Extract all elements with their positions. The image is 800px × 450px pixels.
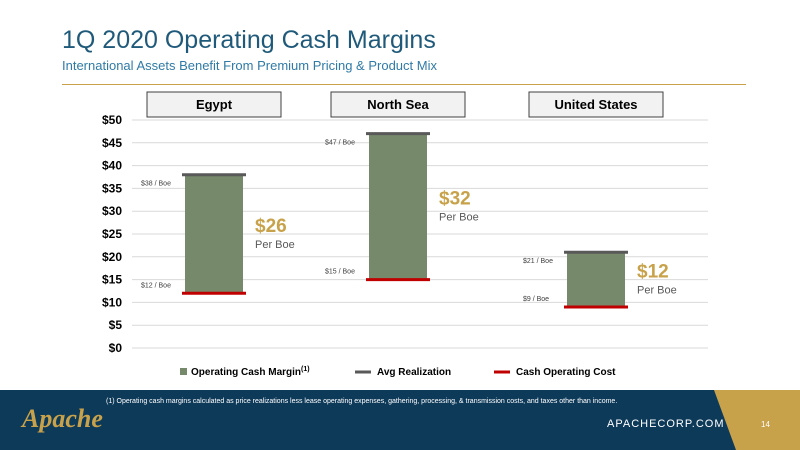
page-subtitle: International Assets Benefit From Premiu… [62, 58, 437, 73]
y-tick-label: $30 [102, 204, 122, 218]
legend-label-cost: Cash Operating Cost [516, 367, 616, 378]
margin-bar [567, 252, 625, 307]
cost-label: $12 / Boe [141, 282, 171, 289]
category-header-label: United States [554, 97, 637, 112]
page-number: 14 [761, 420, 770, 429]
bars [182, 132, 628, 309]
y-tick-label: $45 [102, 136, 122, 150]
margin-unit-label: Per Boe [637, 285, 677, 297]
legend-marker-margin [180, 368, 187, 375]
cost-label: $9 / Boe [523, 296, 549, 303]
realization-label: $38 / Boe [141, 181, 171, 188]
footer-accent-block [736, 390, 800, 450]
footer-accent [714, 390, 736, 450]
y-tick-label: $40 [102, 159, 122, 173]
category-headers: Egypt North Sea United States [146, 91, 664, 118]
website-link[interactable]: APACHECORP.COM [607, 418, 725, 430]
y-tick-label: $0 [109, 341, 123, 355]
cost-label: $15 / Boe [325, 269, 355, 276]
category-header-box [330, 91, 466, 118]
y-tick-label: $35 [102, 181, 122, 195]
category-header-label: Egypt [196, 97, 233, 112]
page-title: 1Q 2020 Operating Cash Margins [62, 26, 436, 54]
legend-footnote-ref: (1) [301, 366, 310, 373]
cash-margin-chart: $0 $5 $10 $15 $20 $25 $30 $35 $40 $45 $50 Egypt Nor… [102, 91, 708, 378]
margin-bar [185, 174, 243, 294]
margin-unit-label: Per Boe [439, 212, 479, 224]
header-divider [62, 84, 746, 85]
y-tick-label: $15 [102, 273, 122, 287]
legend-label-realization: Avg Realization [377, 367, 451, 378]
y-tick-label: $10 [102, 295, 122, 309]
category-header-label: North Sea [367, 97, 429, 112]
category-header-box [528, 91, 664, 118]
legend: Operating Cash Margin(1) Avg Realization C… [180, 366, 616, 378]
y-tick-label: $25 [102, 227, 122, 241]
footnote: (1) Operating cash margins calculated as… [106, 398, 618, 405]
margin-value-label: $12 [637, 262, 669, 283]
margin-bar [369, 133, 427, 280]
legend-label-margin: Operating Cash Margin(1) [191, 366, 310, 378]
margin-unit-label: Per Boe [255, 239, 295, 251]
footer-bar [0, 390, 800, 450]
category-header-box [146, 91, 282, 118]
data-labels: $38 / Boe $12 / Boe $26 Per Boe $47 / Boe $15… [141, 140, 677, 303]
realization-label: $47 / Boe [325, 140, 355, 147]
realization-label: $21 / Boe [523, 258, 553, 265]
apache-logo: Apache [22, 404, 103, 433]
y-tick-label: $5 [109, 318, 123, 332]
y-tick-label: $20 [102, 250, 122, 264]
margin-value-label: $26 [255, 216, 287, 237]
y-tick-label: $50 [102, 113, 122, 127]
y-axis-ticks: $0 $5 $10 $15 $20 $25 $30 $35 $40 $45 $50 [102, 113, 122, 355]
margin-value-label: $32 [439, 189, 471, 210]
